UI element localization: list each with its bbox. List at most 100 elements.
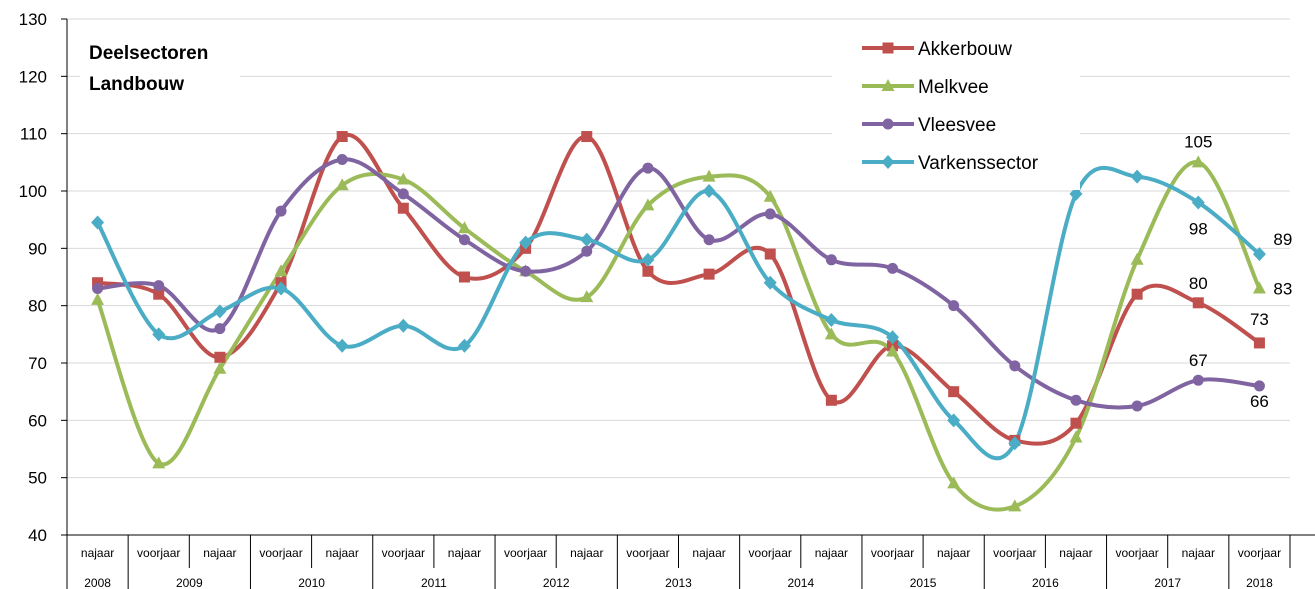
title-background: [80, 34, 240, 102]
data-point-melkvee: [213, 361, 227, 374]
data-label-akkerbouw: 73: [1250, 310, 1269, 329]
data-point-akkerbouw: [581, 131, 593, 143]
data-point-varkenssector: [580, 232, 594, 247]
data-label-vleesvee: 66: [1250, 392, 1269, 411]
category-label: najaar: [448, 546, 481, 560]
data-point-varkenssector: [335, 338, 349, 353]
data-point-vleesvee: [948, 300, 960, 312]
year-label: 2015: [910, 576, 937, 589]
legend-label-melkvee: Melkvee: [918, 77, 989, 98]
chart-title-line: Deelsectoren: [89, 43, 208, 64]
data-point-akkerbouw: [948, 386, 960, 398]
data-point-akkerbouw: [1070, 417, 1082, 429]
data-point-akkerbouw: [214, 351, 226, 363]
data-point-melkvee: [1252, 281, 1266, 294]
data-point-melkvee: [580, 290, 594, 303]
category-label: najaar: [1182, 546, 1215, 560]
data-point-vleesvee: [1070, 394, 1082, 406]
data-point-akkerbouw: [642, 265, 654, 277]
year-label: 2010: [298, 576, 325, 589]
data-point-melkvee: [1069, 430, 1083, 443]
series-markers: [91, 131, 1266, 512]
data-point-vleesvee: [642, 162, 654, 174]
data-point-varkenssector: [1069, 186, 1083, 201]
y-tick-label: 70: [28, 354, 47, 373]
chart-title-line: Landbouw: [89, 74, 184, 95]
data-point-akkerbouw: [1131, 288, 1143, 300]
year-label: 2014: [787, 576, 814, 589]
legend-label-akkerbouw: Akkerbouw: [918, 39, 1012, 60]
data-point-akkerbouw: [703, 268, 715, 280]
data-point-melkvee: [702, 169, 716, 182]
year-label: 2009: [176, 576, 203, 589]
y-tick-label: 50: [28, 469, 47, 488]
category-label: voorjaar: [993, 546, 1036, 560]
data-point-varkenssector: [152, 327, 166, 342]
category-label: najaar: [81, 546, 114, 560]
data-point-vleesvee: [581, 245, 593, 257]
x-axis-categories: najaar voorjaar najaar voorjaar najaar voorja…: [66, 535, 1291, 589]
data-point-vleesvee: [1131, 400, 1143, 412]
data-point-akkerbouw: [397, 202, 409, 214]
data-point-varkenssector: [396, 318, 410, 333]
year-label: 2013: [665, 576, 692, 589]
y-tick-label: 100: [19, 182, 47, 201]
series-line-akkerbouw: [95, 132, 1262, 446]
data-point-vleesvee: [275, 205, 287, 217]
category-label: voorjaar: [504, 546, 547, 560]
data-label-melkvee: 105: [1184, 132, 1212, 151]
data-point-akkerbouw: [153, 288, 165, 300]
data-labels: 80 73 105 83 67 66 98 89: [1184, 132, 1292, 411]
data-point-melkvee: [274, 264, 288, 277]
chart-title: Deelsectoren Landbouw: [80, 34, 240, 102]
category-label: najaar: [1059, 546, 1092, 560]
gridlines: [67, 18, 1290, 479]
data-point-varkenssector: [274, 281, 288, 296]
data-point-akkerbouw: [1253, 337, 1265, 349]
year-label: 2012: [543, 576, 570, 589]
category-label: najaar: [692, 546, 725, 560]
data-point-vleesvee: [1192, 374, 1204, 386]
data-point-melkvee: [457, 221, 471, 234]
data-point-akkerbouw: [1192, 297, 1204, 309]
data-point-varkenssector: [947, 413, 961, 428]
data-point-akkerbouw: [92, 277, 104, 289]
data-point-vleesvee: [458, 234, 470, 246]
data-point-melkvee: [641, 198, 655, 211]
year-label: 2011: [421, 576, 447, 589]
data-point-melkvee: [152, 456, 166, 469]
data-label-varkenssector: 89: [1273, 230, 1292, 249]
data-point-melkvee: [763, 189, 777, 202]
data-point-vleesvee: [1253, 380, 1265, 392]
data-point-varkenssector: [457, 338, 471, 353]
legend: Akkerbouw Melkvee Vleesvee Varkenssector: [832, 30, 1080, 190]
data-point-melkvee: [824, 327, 838, 340]
data-point-melkvee: [1130, 252, 1144, 265]
legend-marker-melkvee: [881, 79, 895, 91]
data-point-vleesvee: [887, 262, 899, 274]
series-line-varkenssector: [95, 165, 1262, 461]
category-label: voorjaar: [1238, 546, 1281, 560]
category-label: najaar: [203, 546, 236, 560]
category-label: najaar: [570, 546, 603, 560]
category-label: voorjaar: [137, 546, 180, 560]
y-tick-label: 90: [28, 239, 47, 258]
category-label: voorjaar: [749, 546, 792, 560]
data-point-varkenssector: [1130, 169, 1144, 184]
data-point-melkvee: [396, 172, 410, 185]
year-label: 2018: [1246, 576, 1273, 589]
category-label: voorjaar: [1115, 546, 1158, 560]
data-point-vleesvee: [336, 153, 348, 165]
data-point-melkvee: [947, 476, 961, 489]
data-point-melkvee: [91, 292, 105, 305]
data-point-varkenssector: [763, 275, 777, 290]
data-label-akkerbouw: 80: [1189, 274, 1208, 293]
category-label: voorjaar: [382, 546, 425, 560]
data-point-vleesvee: [214, 323, 226, 335]
data-point-varkenssector: [824, 313, 838, 327]
data-point-varkenssector: [213, 304, 227, 319]
data-point-vleesvee: [703, 234, 715, 246]
y-tick-label: 80: [28, 297, 47, 316]
